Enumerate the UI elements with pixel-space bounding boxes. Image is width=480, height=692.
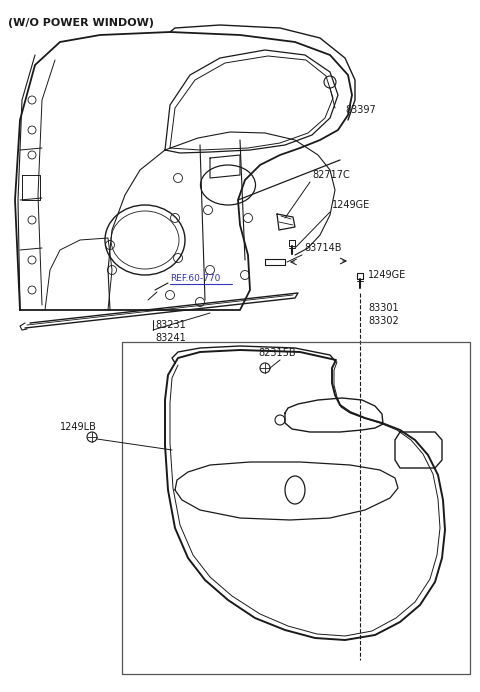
Text: (W/O POWER WINDOW): (W/O POWER WINDOW): [8, 18, 154, 28]
Text: 82315B: 82315B: [258, 348, 296, 358]
Text: 1249GE: 1249GE: [332, 200, 370, 210]
Text: 1249GE: 1249GE: [368, 270, 406, 280]
Text: 83397: 83397: [345, 105, 376, 115]
Text: REF.60-770: REF.60-770: [170, 274, 220, 283]
Text: 83241: 83241: [155, 333, 186, 343]
Text: 83302: 83302: [368, 316, 399, 326]
Text: 83714B: 83714B: [304, 243, 341, 253]
Text: 83301: 83301: [368, 303, 398, 313]
Text: 83231: 83231: [155, 320, 186, 330]
Text: 82717C: 82717C: [312, 170, 350, 180]
Text: 1249LB: 1249LB: [60, 422, 97, 432]
